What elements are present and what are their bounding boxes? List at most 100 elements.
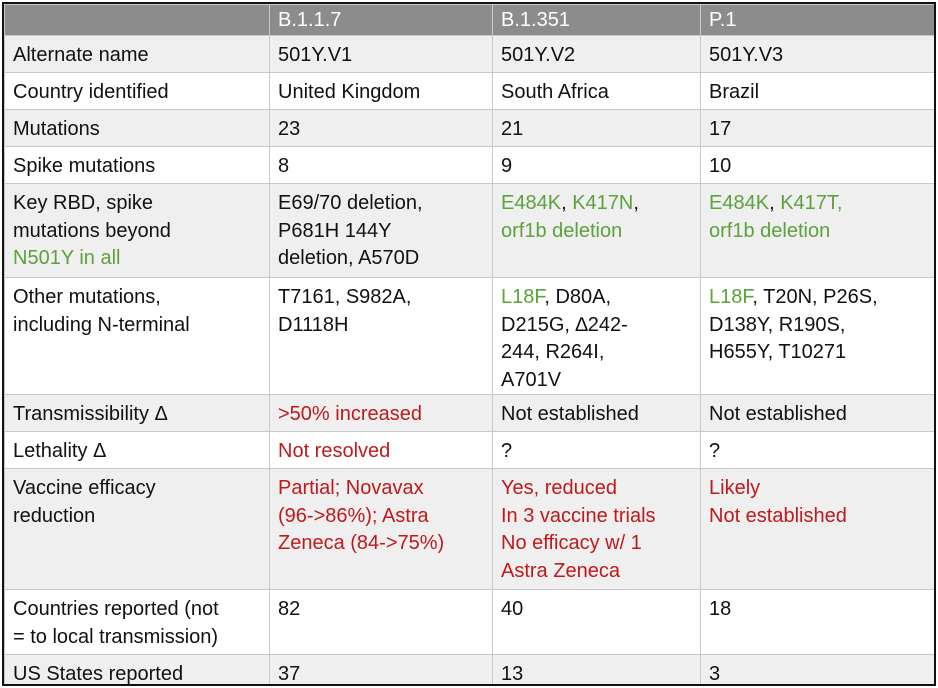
cell-line: N501Y in all (13, 245, 269, 273)
cell-line: 37 (278, 661, 492, 684)
row-label: Vaccine efficacy reduction (4, 468, 270, 590)
cell-text: United Kingdom (278, 81, 421, 103)
cell-line: A701V (501, 367, 700, 394)
table-cell: 21 (492, 109, 701, 147)
cell-text: E69/70 deletion, (278, 192, 423, 214)
cell-text: D215G, ∆242- (501, 313, 628, 336)
table-cell: 3 (700, 654, 934, 685)
cell-text: US States reported (13, 663, 184, 685)
table-cell: United Kingdom (269, 72, 493, 110)
cell-line: Country identified (13, 79, 269, 107)
row-label: Key RBD, spike mutations beyond N501Y in a… (4, 183, 270, 278)
cell-text: No efficacy w/ 1 (501, 532, 642, 554)
table-cell: Yes, reduced In 3 vaccine trials No effica… (492, 468, 701, 590)
cell-text: 244, R264I, (501, 341, 605, 363)
table-cell: 23 (269, 109, 493, 147)
cell-line: South Africa (501, 79, 700, 107)
cell-line: (96->86%); Astra (278, 503, 492, 531)
cell-line: E484K, K417T, (709, 190, 934, 218)
table-row: Spike mutations 8 9 10 (4, 146, 934, 184)
cell-text: Key RBD, spike (13, 192, 154, 214)
row-label: Lethality Δ (4, 431, 270, 469)
cell-text: 3 (709, 663, 721, 685)
cell-text: Alternate name (13, 44, 149, 66)
cell-text: E484K (709, 192, 770, 214)
header-row: B.1.1.7 B.1.351 P.1 (4, 4, 934, 36)
table-cell: ? (492, 431, 701, 469)
table-cell: Likely Not established (700, 468, 934, 590)
cell-line: deletion, A570D (278, 245, 492, 273)
cell-line: D138Y, R190S, (709, 312, 934, 340)
cell-line: orf1b deletion (501, 218, 700, 246)
cell-text: D1118H (278, 313, 349, 336)
cell-line: orf1b deletion (709, 218, 934, 246)
cell-text: 10 (709, 155, 732, 177)
cell-text: Countries reported (not (13, 598, 219, 620)
cell-text: N501Y in all (13, 247, 121, 269)
cell-text: including N-terminal (13, 313, 190, 336)
cell-text: orf1b deletion (501, 219, 623, 242)
cell-text: L18F (501, 286, 545, 308)
cell-text: Not resolved (278, 440, 391, 462)
table-cell: 501Y.V1 (269, 35, 493, 73)
cell-line: L18F, D80A, (501, 284, 700, 312)
cell-line: 8 (278, 153, 492, 181)
cell-line: including N-terminal (13, 312, 269, 340)
cell-line: 501Y.V1 (278, 42, 492, 70)
table-cell: 18 (700, 589, 934, 655)
cell-text: 21 (501, 118, 524, 140)
cell-text: , (633, 192, 639, 214)
cell-line: 23 (278, 116, 492, 144)
cell-line: Vaccine efficacy (13, 475, 269, 503)
cell-text: Transmissibility Δ (13, 403, 168, 425)
table-cell: 10 (700, 146, 934, 184)
row-label: Spike mutations (4, 146, 270, 184)
cell-text: 501Y.V2 (501, 44, 576, 66)
cell-text: 40 (501, 598, 524, 620)
table-cell: Not resolved (269, 431, 493, 469)
cell-text: Brazil (709, 81, 760, 103)
cell-line: = to local transmission) (13, 624, 269, 652)
cell-text: 13 (501, 663, 524, 685)
cell-text: H655Y, T10271 (709, 341, 847, 363)
table-row: Mutations 23 21 17 (4, 109, 934, 147)
cell-text: >50% increased (278, 403, 422, 425)
column-header: B.1.1.7 (269, 4, 493, 36)
cell-line: No efficacy w/ 1 (501, 530, 700, 558)
cell-line: Countries reported (not (13, 596, 269, 624)
row-label: Other mutations, including N-terminal (4, 277, 270, 395)
cell-line: L18F, T20N, P26S, (709, 284, 934, 312)
table-cell: 8 (269, 146, 493, 184)
table-cell: 40 (492, 589, 701, 655)
cell-line: D215G, ∆242- (501, 312, 700, 340)
cell-text: (96->86%); Astra (278, 504, 429, 527)
table-cell: 82 (269, 589, 493, 655)
table-row: Other mutations, including N-terminal T716… (4, 277, 934, 395)
table-row: Country identified United Kingdom South Af… (4, 72, 934, 110)
cell-text: deletion, A570D (278, 247, 420, 269)
cell-line: Likely (709, 475, 934, 503)
table-cell: Brazil (700, 72, 934, 110)
cell-text: T7161, S982A, (278, 286, 412, 308)
cell-line: E69/70 deletion, (278, 190, 492, 218)
cell-text: 82 (278, 598, 301, 620)
cell-text: ? (709, 440, 721, 462)
table-cell: 13 (492, 654, 701, 685)
cell-line: 21 (501, 116, 700, 144)
table-cell: 501Y.V2 (492, 35, 701, 73)
row-label: Alternate name (4, 35, 270, 73)
cell-text: 23 (278, 118, 301, 140)
cell-line: 501Y.V3 (709, 42, 934, 70)
cell-line: Not established (709, 401, 934, 429)
cell-text: mutations beyond (13, 219, 171, 242)
cell-line: T7161, S982A, (278, 284, 492, 312)
cell-text: orf1b deletion (709, 219, 831, 242)
cell-line: Spike mutations (13, 153, 269, 181)
cell-text: Country identified (13, 81, 169, 103)
cell-line: 17 (709, 116, 934, 144)
table-cell: T7161, S982A, D1118H (269, 277, 493, 395)
cell-text: L18F (709, 286, 753, 308)
header-cell (4, 4, 270, 36)
cell-text: E484K (501, 192, 562, 214)
cell-text: A701V (501, 368, 562, 391)
